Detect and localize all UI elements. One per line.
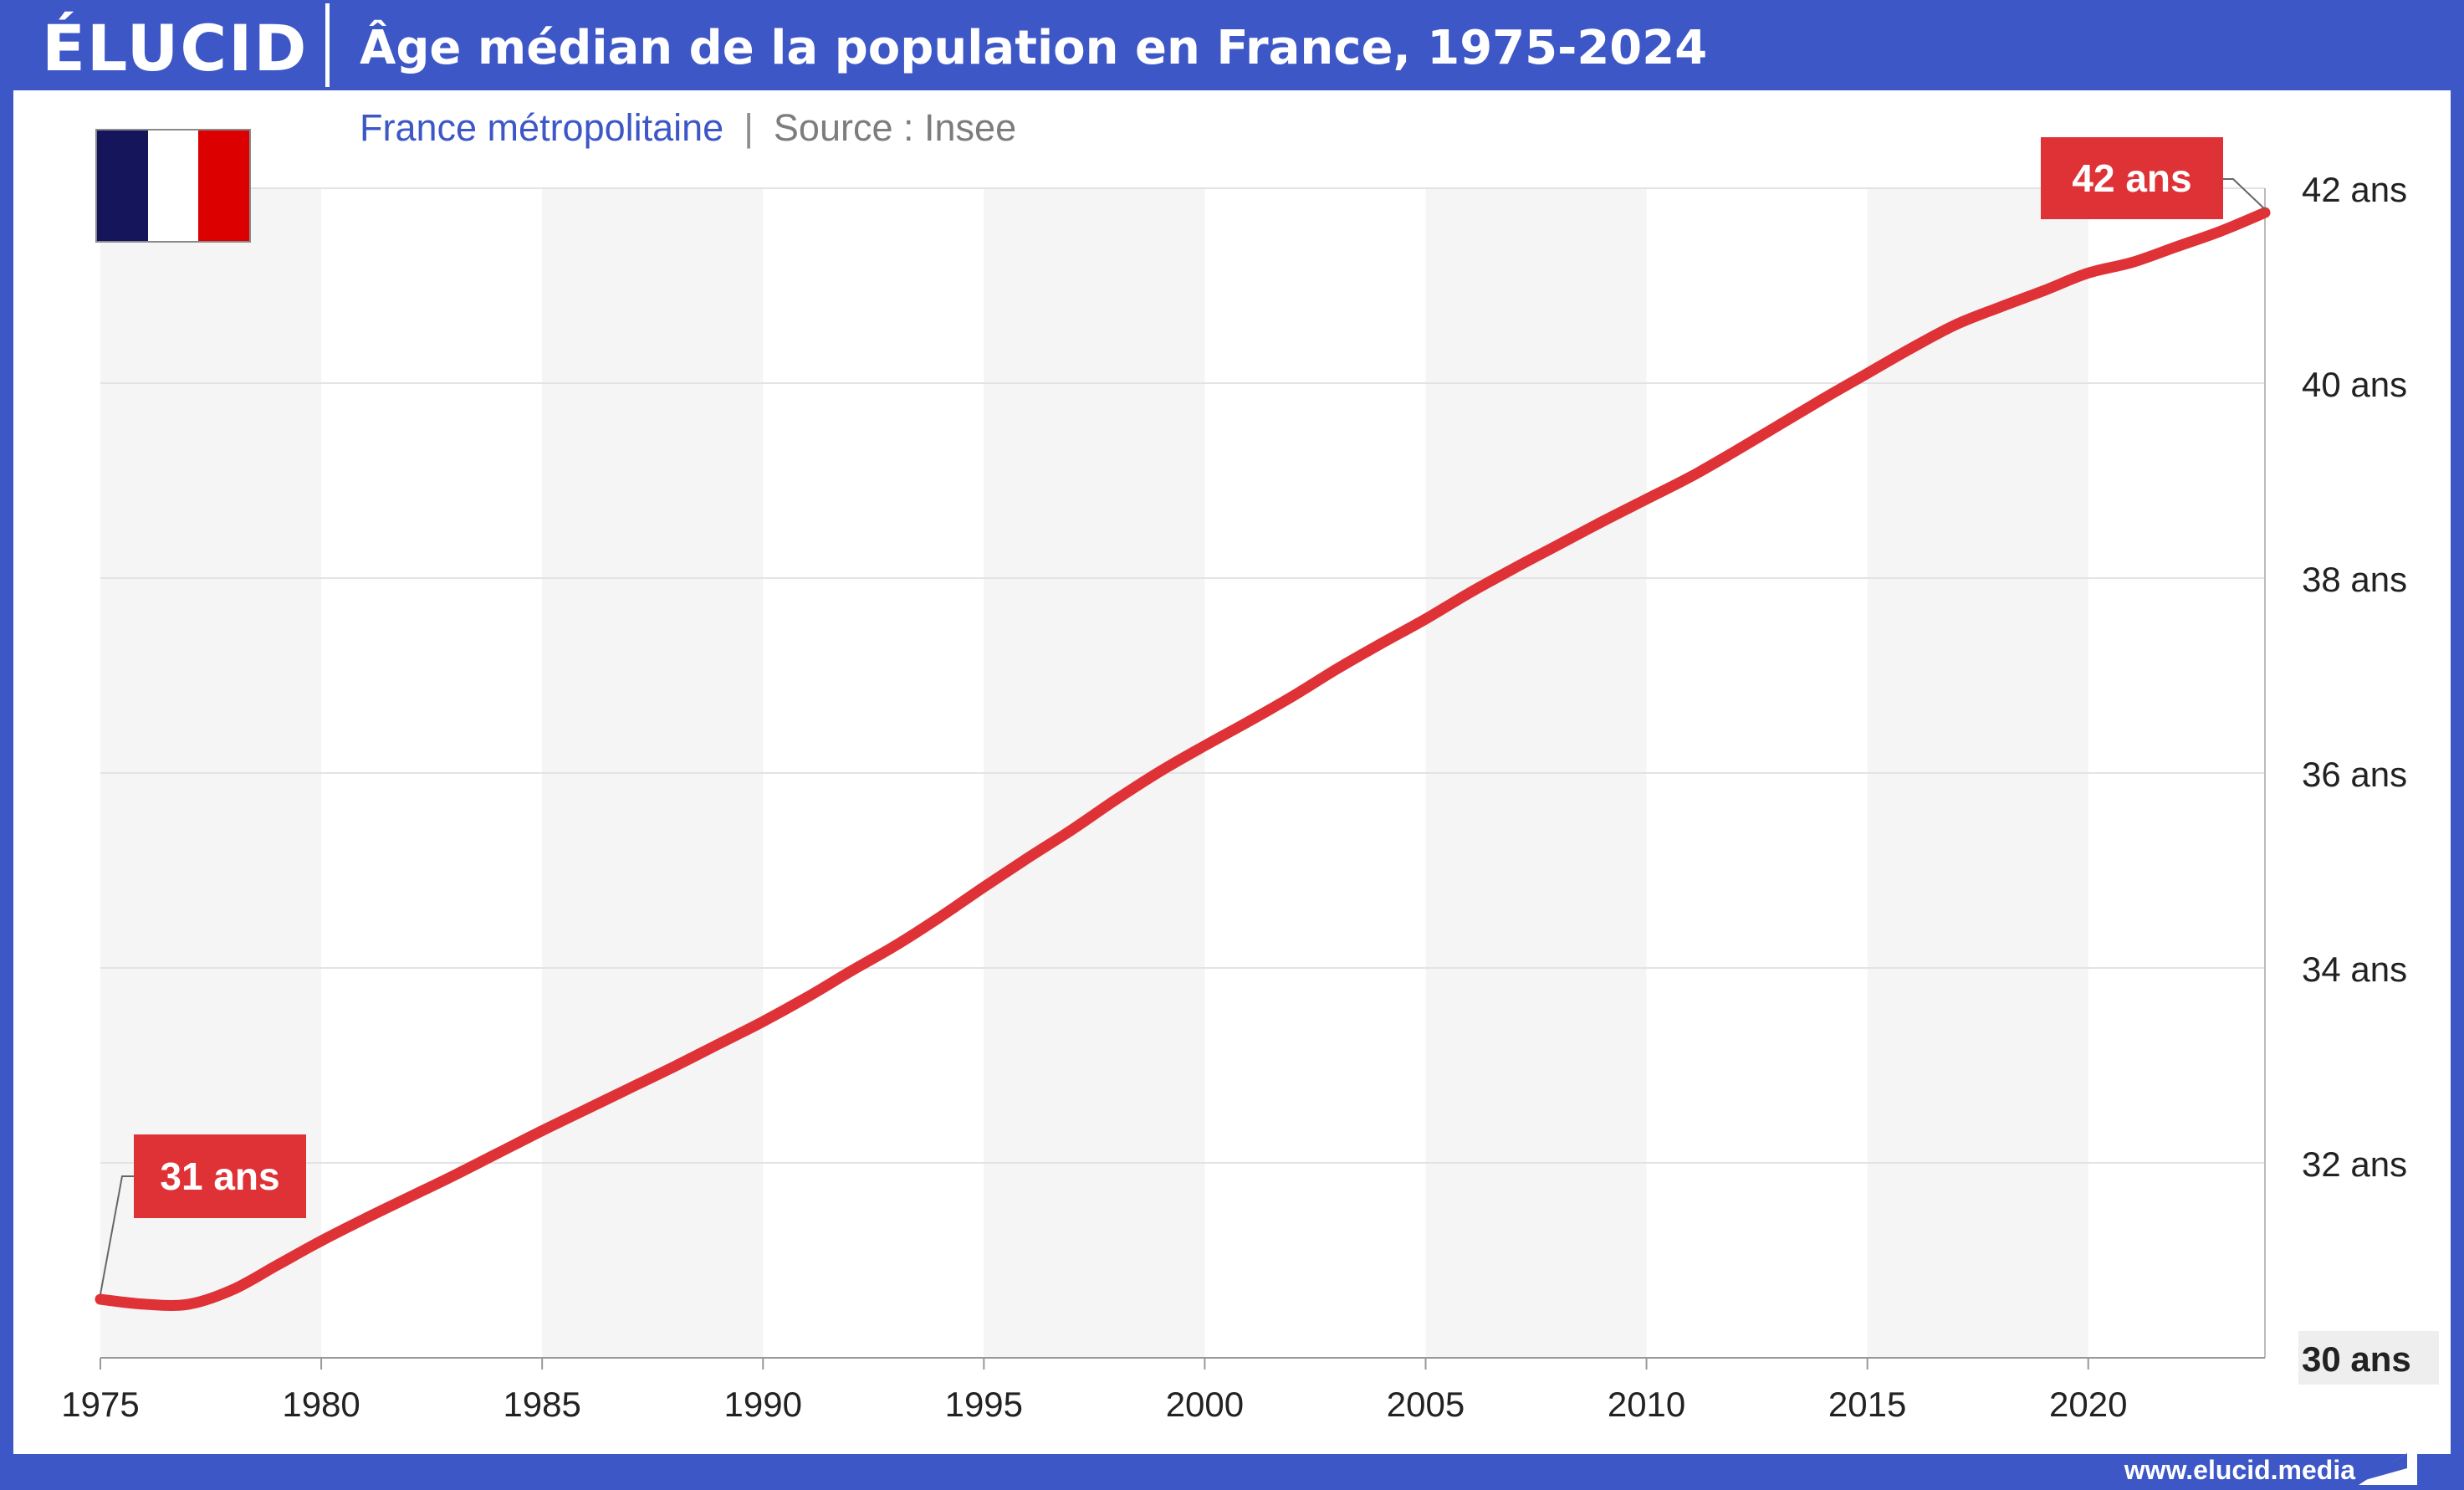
x-tick-label: 1980 [282,1385,360,1424]
chart-labels: 31 ans 42 ans [100,137,2266,1295]
chart-axes: 30 ans 32 ans 34 ans 36 ans 38 ans 40 ans 42 a… [61,170,2439,1424]
elucid-logo: ÉLUCID [42,11,309,85]
flag-stripe-red [198,131,250,241]
subtitle-region: France métropolitaine [360,106,724,149]
france-flag-icon [95,129,251,243]
subtitle-source: Source : Insee [773,106,1017,149]
y-tick-label: 34 ans [2302,950,2407,989]
chart-grid [100,187,2265,1164]
y-tick-label: 36 ans [2302,755,2407,794]
annotation-leader [2223,178,2266,210]
footer-url: www.elucid.media [2124,1455,2355,1485]
annotation-box [2041,137,2223,219]
annotation-label-end: 42 ans [2072,156,2191,200]
header-divider [325,3,330,87]
x-tick-label: 1995 [945,1385,1023,1424]
x-tick-label: 1990 [724,1385,802,1424]
x-tick-label: 2015 [1828,1385,1906,1424]
chart-title: Âge médian de la population en France, 1… [360,21,1708,75]
y-tick-label: 30 ans [2302,1339,2411,1379]
y-tick-label: 32 ans [2302,1144,2407,1184]
x-tick-label: 2005 [1387,1385,1465,1424]
annotation-box [134,1134,306,1218]
subtitle-separator: | [744,106,754,149]
y-tick-label: 42 ans [2302,170,2407,209]
y-tick-label: 40 ans [2302,365,2407,404]
x-tick-label: 1985 [503,1385,580,1424]
subtitle-row: France métropolitaine | Source : Insee [360,100,1016,156]
y-tick-label: 38 ans [2302,560,2407,599]
x-tick-label: 2010 [1608,1385,1685,1424]
x-tick-label: 2020 [2049,1385,2127,1424]
y-base-label-bg [2298,1331,2439,1385]
annotation-leader [100,1175,134,1295]
x-tick-label: 1975 [61,1385,139,1424]
chart-series [95,207,2271,1311]
flag-stripe-white [147,131,199,241]
median-age-line [95,207,2271,1311]
header-bar: ÉLUCID Âge médian de la population en Fr… [0,0,2464,90]
x-tick-label: 2000 [1166,1385,1244,1424]
annotation-label-start: 31 ans [160,1155,279,1198]
elucid-mark-icon [2359,1446,2417,1485]
flag-stripe-blue [97,131,148,241]
